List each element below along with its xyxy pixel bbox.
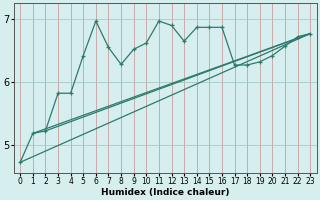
X-axis label: Humidex (Indice chaleur): Humidex (Indice chaleur)	[101, 188, 229, 197]
